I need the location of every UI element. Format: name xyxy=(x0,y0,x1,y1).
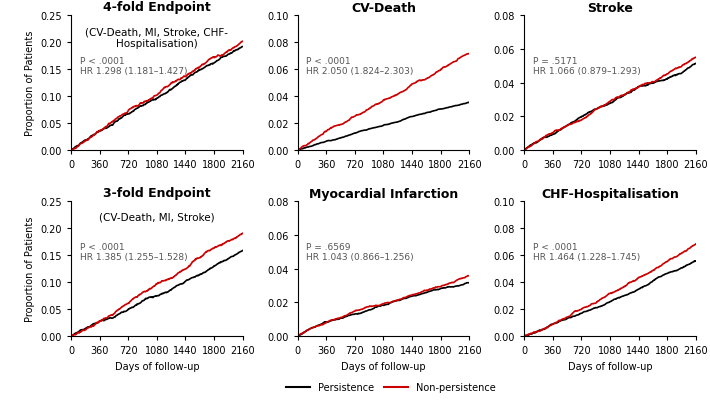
Text: (CV-Death, MI, Stroke, CHF-
Hospitalisation): (CV-Death, MI, Stroke, CHF- Hospitalisat… xyxy=(85,27,229,49)
Y-axis label: Proportion of Patients: Proportion of Patients xyxy=(25,216,35,322)
Text: (CV-Death, MI, Stroke): (CV-Death, MI, Stroke) xyxy=(99,213,214,222)
Title: Stroke: Stroke xyxy=(587,2,633,15)
Text: 4-fold Endpoint: 4-fold Endpoint xyxy=(103,0,211,13)
Title: CV-Death: CV-Death xyxy=(351,2,416,15)
X-axis label: Days of follow-up: Days of follow-up xyxy=(114,361,199,371)
Text: P = .5171
HR 1.066 (0.879–1.293): P = .5171 HR 1.066 (0.879–1.293) xyxy=(532,57,640,76)
X-axis label: Days of follow-up: Days of follow-up xyxy=(341,361,426,371)
Text: P < .0001
HR 2.050 (1.824–2.303): P < .0001 HR 2.050 (1.824–2.303) xyxy=(306,57,413,76)
Y-axis label: Proportion of Patients: Proportion of Patients xyxy=(25,31,35,136)
Title: Myocardial Infarction: Myocardial Infarction xyxy=(309,188,458,200)
Title: CHF-Hospitalisation: CHF-Hospitalisation xyxy=(541,188,679,200)
Text: P = .6569
HR 1.043 (0.866–1.256): P = .6569 HR 1.043 (0.866–1.256) xyxy=(306,242,414,261)
X-axis label: Days of follow-up: Days of follow-up xyxy=(568,361,652,371)
Text: 3-fold Endpoint: 3-fold Endpoint xyxy=(103,186,211,199)
Legend: Persistence, Non-persistence: Persistence, Non-persistence xyxy=(282,378,499,396)
Text: P < .0001
HR 1.298 (1.181–1.427): P < .0001 HR 1.298 (1.181–1.427) xyxy=(80,57,187,76)
Text: P < .0001
HR 1.464 (1.228–1.745): P < .0001 HR 1.464 (1.228–1.745) xyxy=(532,242,640,261)
Text: P < .0001
HR 1.385 (1.255–1.528): P < .0001 HR 1.385 (1.255–1.528) xyxy=(80,242,187,261)
